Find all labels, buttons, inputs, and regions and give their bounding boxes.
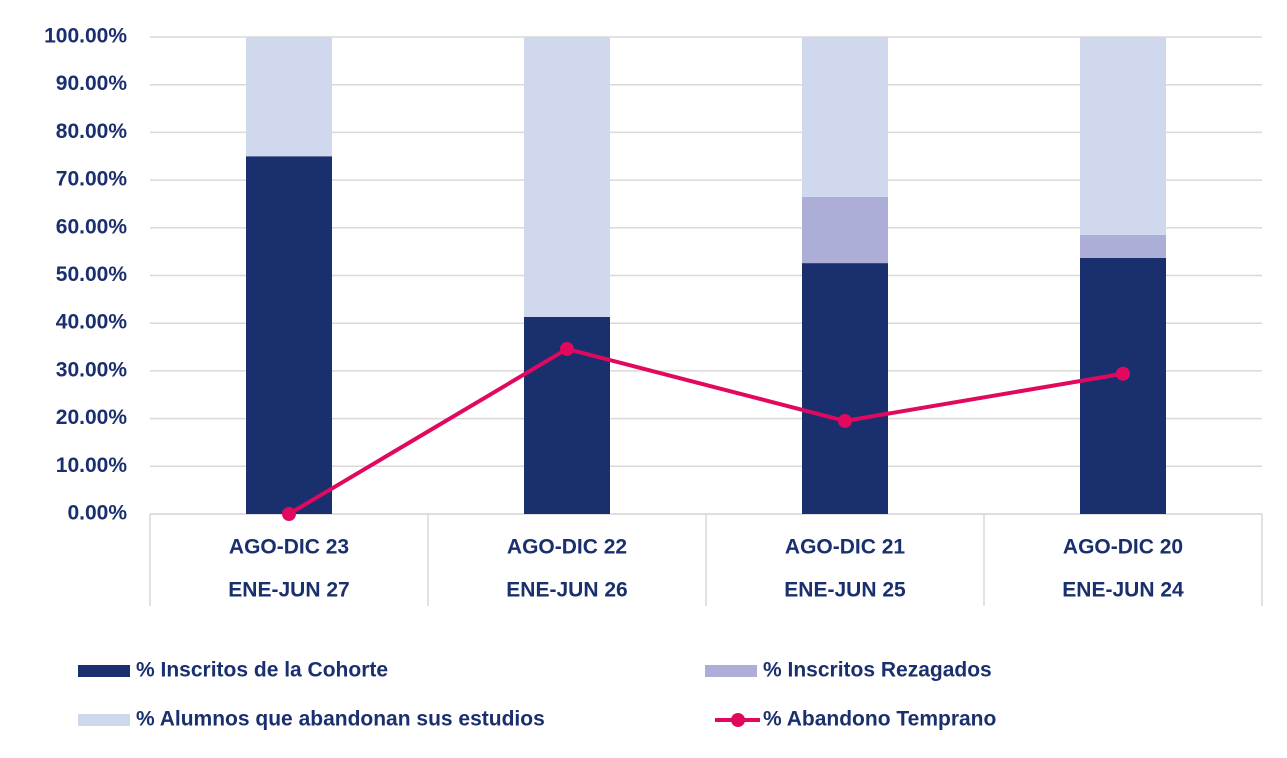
y-tick-label: 0.00% xyxy=(67,502,127,525)
x-tick-label: ENE-JUN 27 xyxy=(228,579,349,602)
legend-label: % Abandono Temprano xyxy=(763,708,996,731)
line-point xyxy=(282,507,296,521)
x-tick-label: ENE-JUN 25 xyxy=(784,579,906,602)
bar-segment xyxy=(1080,37,1166,235)
line-point xyxy=(1116,366,1130,381)
y-tick-label: 60.00% xyxy=(56,215,128,238)
legend-swatch xyxy=(705,665,757,677)
y-tick-label: 90.00% xyxy=(56,72,128,95)
y-tick-label: 40.00% xyxy=(56,311,128,334)
x-tick-label: ENE-JUN 24 xyxy=(1062,579,1184,602)
line-point xyxy=(838,413,852,428)
y-tick-label: 100.00% xyxy=(44,25,127,48)
legend-swatch xyxy=(78,665,130,677)
bar-segment xyxy=(246,156,332,514)
legend-label: % Inscritos Rezagados xyxy=(763,659,992,682)
x-tick-label: AGO-DIC 22 xyxy=(507,536,627,559)
legend-swatch xyxy=(731,713,745,727)
y-tick-label: 20.00% xyxy=(56,406,128,429)
bar-segment xyxy=(802,37,888,197)
legend-label: % Inscritos de la Cohorte xyxy=(136,659,388,682)
y-tick-label: 50.00% xyxy=(56,263,128,286)
y-tick-label: 70.00% xyxy=(56,168,128,191)
y-tick-label: 10.00% xyxy=(56,454,128,477)
bar-segment xyxy=(802,196,888,264)
line-series xyxy=(287,346,1124,516)
x-tick-label: AGO-DIC 21 xyxy=(785,536,906,559)
bar-segment xyxy=(246,37,332,157)
legend-swatch xyxy=(78,714,130,726)
y-tick-label: 80.00% xyxy=(56,120,128,143)
x-tick-label: AGO-DIC 23 xyxy=(229,536,349,559)
bar-segment xyxy=(1080,234,1166,258)
line-point xyxy=(560,341,574,356)
x-tick-label: ENE-JUN 26 xyxy=(506,579,627,602)
y-tick-label: 30.00% xyxy=(56,358,128,381)
bar-segment xyxy=(802,263,888,514)
bar-segment xyxy=(524,37,610,317)
legend-label: % Alumnos que abandonan sus estudios xyxy=(136,708,545,731)
x-tick-label: AGO-DIC 20 xyxy=(1063,536,1183,559)
bar-segment xyxy=(1080,257,1166,514)
